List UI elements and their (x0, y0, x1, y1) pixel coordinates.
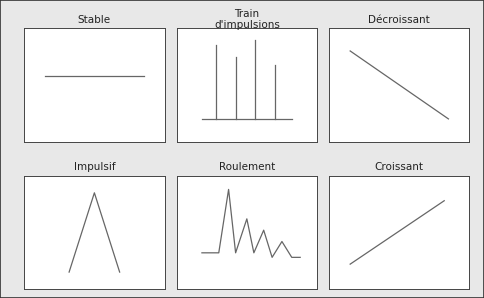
Text: Train
d'impulsions: Train d'impulsions (214, 9, 280, 30)
Text: Stable: Stable (78, 15, 111, 25)
Text: Impulsif: Impulsif (74, 162, 115, 172)
Text: Décroissant: Décroissant (368, 15, 430, 25)
Text: Roulement: Roulement (219, 162, 275, 172)
Text: Croissant: Croissant (375, 162, 424, 172)
